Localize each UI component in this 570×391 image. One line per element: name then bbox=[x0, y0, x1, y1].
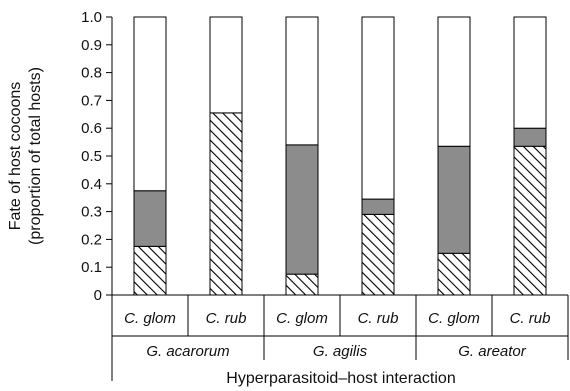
bar-segment-white bbox=[361, 16, 395, 200]
x-group-label: G. areator bbox=[458, 343, 527, 360]
x-category-label: C. rub bbox=[206, 310, 247, 327]
x-category-label: C. glom bbox=[276, 310, 328, 327]
bar-segment-hatched bbox=[209, 112, 243, 296]
x-axis-group-labels: G. acarorum G. agilis G. areator bbox=[112, 335, 568, 360]
bar-segment-gray bbox=[437, 145, 471, 254]
y-axis-title-line1: Fate of host cocoons bbox=[7, 82, 24, 231]
y-axis-ticks: 0 0.1 0.2 0.3 0.4 0.5 0.6 0.7 0.8 0.9 1.0 bbox=[81, 9, 112, 304]
bar-segment-gray bbox=[513, 127, 547, 147]
x-group-label: G. acarorum bbox=[146, 343, 229, 360]
bar-segment-white bbox=[437, 16, 471, 147]
y-tick-label: 0.9 bbox=[81, 37, 102, 54]
y-tick-label: 1.0 bbox=[81, 9, 102, 26]
bar-segment-hatched bbox=[285, 273, 319, 296]
x-group-label: G. agilis bbox=[313, 343, 368, 360]
x-category-label: C. rub bbox=[358, 310, 399, 327]
bar-segment-hatched bbox=[133, 245, 167, 296]
y-tick-label: 0.5 bbox=[81, 148, 102, 165]
bars-group bbox=[133, 16, 547, 296]
bar-segment-white bbox=[285, 16, 319, 146]
bar-segment-white bbox=[209, 16, 243, 114]
bar-segment-gray bbox=[361, 198, 395, 215]
y-axis-title: Fate of host cocoons (proportion of tota… bbox=[7, 67, 44, 245]
y-tick-label: 0.2 bbox=[81, 231, 102, 248]
y-axis-title-line2: (proportion of total hosts) bbox=[27, 67, 44, 245]
bar-segment-hatched bbox=[437, 252, 471, 296]
y-tick-label: 0.7 bbox=[81, 92, 102, 109]
bar-segment-white bbox=[133, 16, 167, 192]
y-tick-label: 0.6 bbox=[81, 120, 102, 137]
y-tick-label: 0.3 bbox=[81, 204, 102, 221]
bar-segment-gray bbox=[285, 144, 319, 275]
x-category-label: C. glom bbox=[428, 310, 480, 327]
x-axis-category-labels: C. glom C. rub C. glom C. rub C. glom C. rub bbox=[124, 295, 569, 360]
x-category-label: C. rub bbox=[510, 310, 551, 327]
bar-segment-hatched bbox=[361, 213, 395, 296]
y-tick-label: 0.4 bbox=[81, 176, 102, 193]
x-axis-title: Hyperparasitoid–host interaction bbox=[226, 370, 455, 387]
bar-segment-hatched bbox=[513, 145, 547, 296]
x-category-label: C. glom bbox=[124, 310, 176, 327]
bar-segment-white bbox=[513, 16, 547, 129]
y-tick-label: 0.8 bbox=[81, 65, 102, 82]
bar-segment-gray bbox=[133, 190, 167, 247]
y-tick-label: 0.1 bbox=[81, 259, 102, 276]
y-tick-label: 0 bbox=[94, 287, 102, 304]
